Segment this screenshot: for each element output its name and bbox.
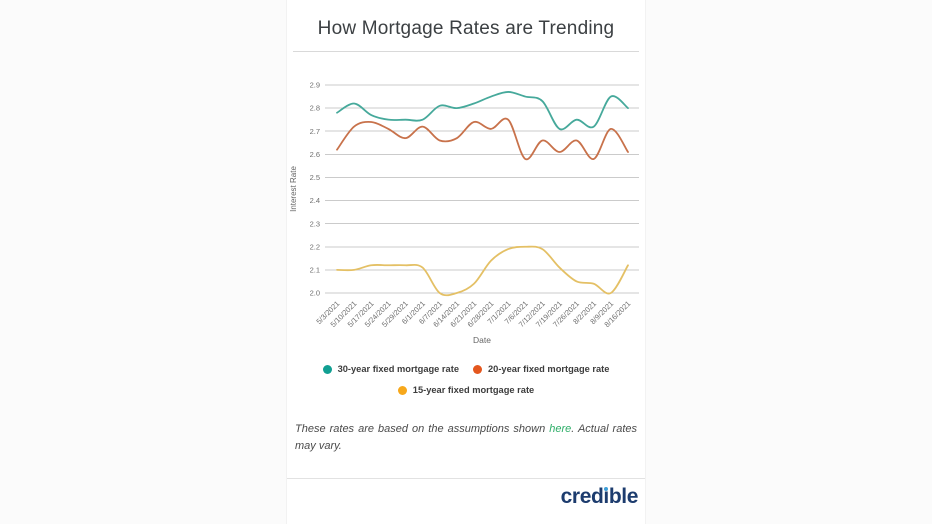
svg-text:2.1: 2.1	[310, 265, 320, 274]
logo-text-part: cred	[560, 485, 604, 508]
legend-item-30-year: 30-year fixed mortgage rate	[322, 364, 459, 374]
assumptions-here-link[interactable]: here	[549, 423, 572, 435]
chart-legend: 30-year fixed mortgage rate 20-year fixed…	[294, 364, 638, 395]
x-axis-title: Date	[473, 335, 491, 345]
credible-logo: credıble	[560, 485, 639, 509]
legend-label: 20-year fixed mortgage rate	[488, 364, 610, 374]
svg-text:2.4: 2.4	[310, 196, 320, 205]
legend-item-15-year: 15-year fixed mortgage rate	[397, 385, 535, 395]
footer: credıble	[287, 479, 645, 509]
svg-text:2.6: 2.6	[310, 150, 320, 159]
y-tick-labels: 2.0 2.1 2.2 2.3 2.4 2.5 2.6 2.7 2.8 2.9	[310, 81, 320, 298]
y-axis-title: Interest Rate	[289, 166, 298, 212]
mortgage-rates-card: How Mortgage Rates are Trending 2.0 2.1 2.…	[286, 0, 646, 524]
legend-label: 30-year fixed mortgage rate	[337, 364, 459, 374]
page-title: How Mortgage Rates are Trending	[317, 18, 615, 39]
legend-dot-icon	[397, 385, 407, 395]
legend-dot-icon	[322, 364, 332, 374]
logo-i-glyph: ı	[603, 485, 609, 508]
footnote-text-after: . Actual rates may vary.	[295, 423, 638, 452]
line-20-year-fixed-mortgage-rate	[336, 117, 629, 161]
svg-text:2.3: 2.3	[310, 219, 320, 228]
legend-dot-icon	[473, 364, 482, 374]
footnote-text-before: These rates are based on the assumptions…	[295, 423, 550, 435]
svg-text:2.5: 2.5	[310, 173, 320, 182]
svg-text:2.7: 2.7	[310, 127, 320, 136]
line-30-year-fixed-mortgage-rate	[336, 91, 629, 131]
svg-text:2.9: 2.9	[310, 81, 320, 90]
x-tick-labels: 5/3/20215/10/20215/17/20215/24/20215/29/…	[314, 299, 632, 329]
svg-text:2.0: 2.0	[310, 289, 320, 298]
logo-text-part: ble	[608, 485, 639, 508]
gridlines	[325, 84, 639, 294]
mortgage-rates-trend-chart: 2.0 2.1 2.2 2.3 2.4 2.5 2.6 2.7 2.8 2.9 5/3/20215/…	[289, 81, 639, 345]
legend-item-20-year: 20-year fixed mortgage rate	[473, 364, 609, 374]
line-15-year-fixed-mortgage-rate	[336, 245, 629, 297]
title-divider	[293, 51, 639, 52]
svg-text:2.2: 2.2	[310, 242, 320, 251]
svg-text:2.8: 2.8	[310, 104, 320, 113]
assumptions-footnote: These rates are based on the assumptions…	[295, 421, 637, 454]
footer-divider	[287, 478, 645, 479]
legend-label: 15-year fixed mortgage rate	[412, 385, 535, 395]
